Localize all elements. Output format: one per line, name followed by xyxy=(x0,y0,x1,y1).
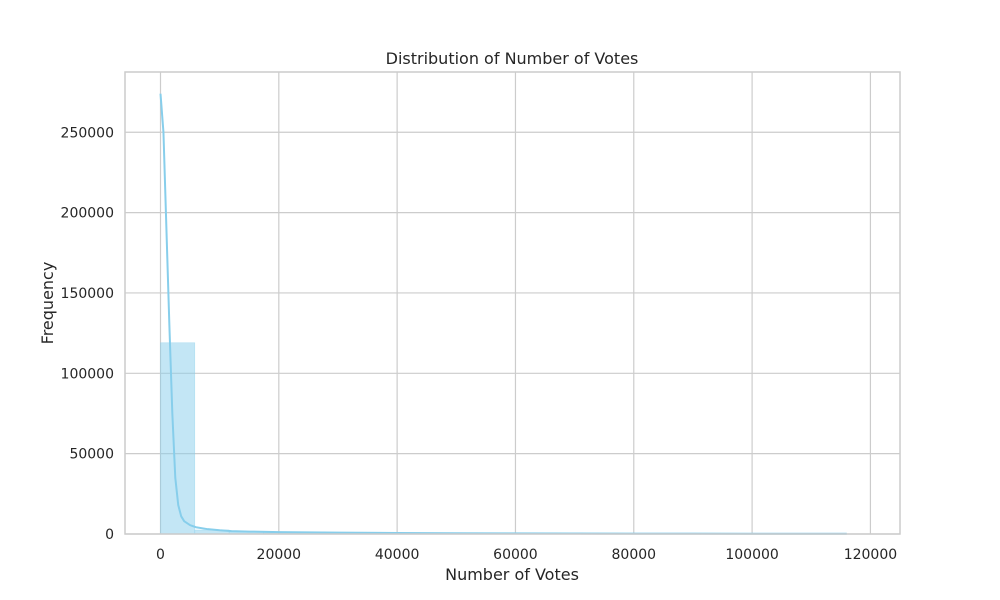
grid xyxy=(125,72,900,535)
plot-frame xyxy=(124,71,901,535)
y-tick-label: 200000 xyxy=(61,206,114,222)
y-axis-label: Frequency xyxy=(38,262,57,345)
y-tick-label: 50000 xyxy=(69,447,114,463)
x-tick-label: 80000 xyxy=(612,547,657,563)
x-tick-labels: 0 20000 40000 60000 80000 100000 120000 xyxy=(156,547,897,563)
x-axis-label: Number of Votes xyxy=(445,565,579,584)
chart-title: Distribution of Number of Votes xyxy=(386,49,639,68)
y-tick-labels: 0 50000 100000 150000 200000 250000 xyxy=(61,125,114,543)
x-tick-label: 120000 xyxy=(844,547,897,563)
x-tick-label: 100000 xyxy=(725,547,778,563)
x-tick-label: 0 xyxy=(156,547,165,563)
y-tick-label: 0 xyxy=(105,527,114,543)
x-tick-label: 20000 xyxy=(257,547,302,563)
y-tick-label: 150000 xyxy=(61,286,114,302)
y-tick-label: 100000 xyxy=(61,366,114,382)
x-tick-label: 40000 xyxy=(375,547,420,563)
y-tick-label: 250000 xyxy=(61,125,114,141)
x-tick-label: 60000 xyxy=(493,547,538,563)
